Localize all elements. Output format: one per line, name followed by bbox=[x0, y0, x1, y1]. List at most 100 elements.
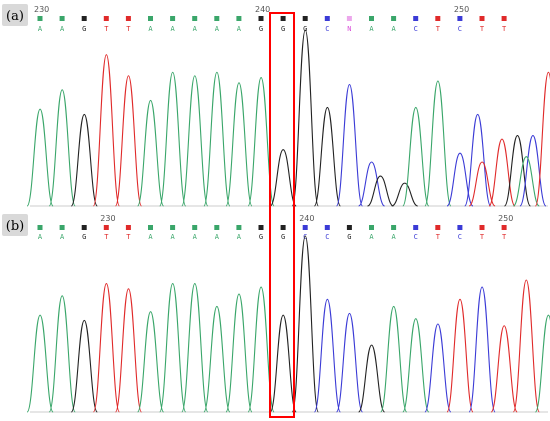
trace-peak-t bbox=[468, 161, 496, 207]
base-call-label: C bbox=[414, 233, 418, 241]
trace-peak-a bbox=[512, 156, 540, 207]
quality-square bbox=[280, 225, 286, 230]
trace-peak-a bbox=[534, 314, 550, 413]
base-call-label: A bbox=[148, 25, 153, 33]
quality-square bbox=[346, 225, 352, 230]
trace-peak-a bbox=[181, 75, 209, 207]
trace-peak-a bbox=[26, 314, 54, 413]
trace-peak-t bbox=[446, 298, 474, 413]
quality-square bbox=[37, 225, 43, 230]
base-call-label: C bbox=[414, 25, 418, 33]
trace-peak-g bbox=[269, 149, 297, 207]
panel-b-chromatogram: (b) 230 240 250 A A G T T A A A A A G G C C G A A C T C T T bbox=[2, 214, 550, 413]
quality-square bbox=[369, 225, 374, 230]
trace-peak-c bbox=[519, 135, 547, 207]
base-call-label: C bbox=[458, 233, 462, 241]
base-call-label: T bbox=[436, 25, 441, 33]
base-call-label: G bbox=[303, 25, 307, 33]
quality-square bbox=[435, 16, 441, 21]
trace-peak-c bbox=[464, 113, 492, 207]
base-call-label: A bbox=[148, 233, 153, 241]
base-call-label: A bbox=[60, 25, 65, 33]
trace-peak-g bbox=[503, 135, 531, 207]
quality-square bbox=[413, 16, 419, 21]
base-call-label: G bbox=[259, 233, 263, 241]
position-label: 250 bbox=[498, 214, 513, 223]
trace-peak-a bbox=[203, 305, 231, 413]
panel-tag-background bbox=[2, 214, 28, 236]
trace-peak-g bbox=[70, 319, 98, 413]
base-call-label: A bbox=[391, 233, 396, 241]
base-call-label: T bbox=[480, 25, 485, 33]
quality-square bbox=[59, 225, 65, 230]
trace-peak-c bbox=[335, 84, 364, 207]
base-call-label: A bbox=[215, 233, 220, 241]
base-call-label: A bbox=[60, 233, 65, 241]
trace-peak-a bbox=[203, 71, 231, 207]
base-call-label: A bbox=[170, 233, 175, 241]
base-call-label: T bbox=[502, 233, 507, 241]
panel-tag: (a) bbox=[6, 9, 24, 24]
quality-square bbox=[192, 225, 198, 230]
mutation-highlight-box bbox=[269, 12, 295, 418]
base-call-label: T bbox=[502, 25, 507, 33]
base-call-label: A bbox=[193, 25, 198, 33]
quality-square bbox=[346, 16, 352, 21]
trace-peak-c bbox=[335, 312, 364, 413]
quality-square bbox=[457, 225, 463, 230]
panel-tag-background bbox=[2, 4, 28, 26]
base-call-label: A bbox=[170, 25, 175, 33]
quality-square bbox=[103, 225, 109, 230]
quality-square bbox=[324, 225, 330, 230]
quality-square bbox=[280, 16, 286, 21]
base-call-label: G bbox=[347, 233, 351, 241]
trace-peak-a bbox=[48, 89, 76, 207]
quality-square bbox=[148, 16, 153, 21]
quality-square bbox=[125, 225, 131, 230]
quality-square bbox=[170, 16, 176, 21]
position-label: 250 bbox=[454, 5, 469, 14]
trace-peak-c bbox=[313, 298, 341, 413]
trace-peak-c bbox=[358, 161, 386, 207]
quality-square bbox=[457, 16, 463, 21]
trace-peak-a bbox=[48, 295, 76, 413]
base-call-label: C bbox=[325, 233, 329, 241]
trace-peak-t bbox=[512, 279, 540, 413]
quality-square bbox=[236, 225, 242, 230]
trace-peak-t bbox=[92, 54, 120, 207]
trace-peak-t bbox=[92, 282, 120, 413]
trace-peak-g bbox=[367, 175, 394, 207]
base-call-label: T bbox=[480, 233, 485, 241]
position-label: 240 bbox=[255, 5, 270, 14]
trace-peak-g bbox=[358, 344, 386, 413]
quality-square bbox=[214, 16, 220, 21]
trace-peak-g bbox=[391, 182, 418, 207]
trace-peak-t bbox=[114, 75, 143, 207]
base-call-label: A bbox=[193, 233, 198, 241]
base-call-label: A bbox=[237, 233, 242, 241]
quality-square bbox=[258, 16, 264, 21]
quality-square bbox=[214, 225, 220, 230]
quality-square bbox=[324, 16, 330, 21]
quality-square bbox=[81, 225, 87, 230]
base-call-label: C bbox=[458, 25, 462, 33]
trace-peak-g bbox=[291, 235, 319, 413]
trace-peak-a bbox=[26, 108, 54, 207]
quality-square bbox=[391, 225, 397, 230]
trace-peak-g bbox=[269, 314, 297, 413]
quality-square bbox=[236, 16, 242, 21]
base-call-label: A bbox=[215, 25, 220, 33]
quality-square bbox=[435, 225, 441, 230]
base-call-label: T bbox=[126, 25, 131, 33]
position-label: 230 bbox=[100, 214, 115, 223]
quality-square bbox=[391, 16, 397, 21]
trace-peak-t bbox=[534, 71, 550, 207]
base-call-label: G bbox=[259, 25, 263, 33]
trace-peak-g bbox=[291, 29, 319, 207]
quality-square bbox=[413, 225, 419, 230]
panel-a-chromatogram: (a) 230 240 250 A A G T T A A A A A G G G C N A A C T C T T bbox=[2, 4, 550, 207]
base-call-label: T bbox=[436, 233, 441, 241]
trace-peak-a bbox=[225, 293, 253, 413]
trace-peak-t bbox=[114, 288, 143, 413]
quality-square bbox=[302, 225, 308, 230]
